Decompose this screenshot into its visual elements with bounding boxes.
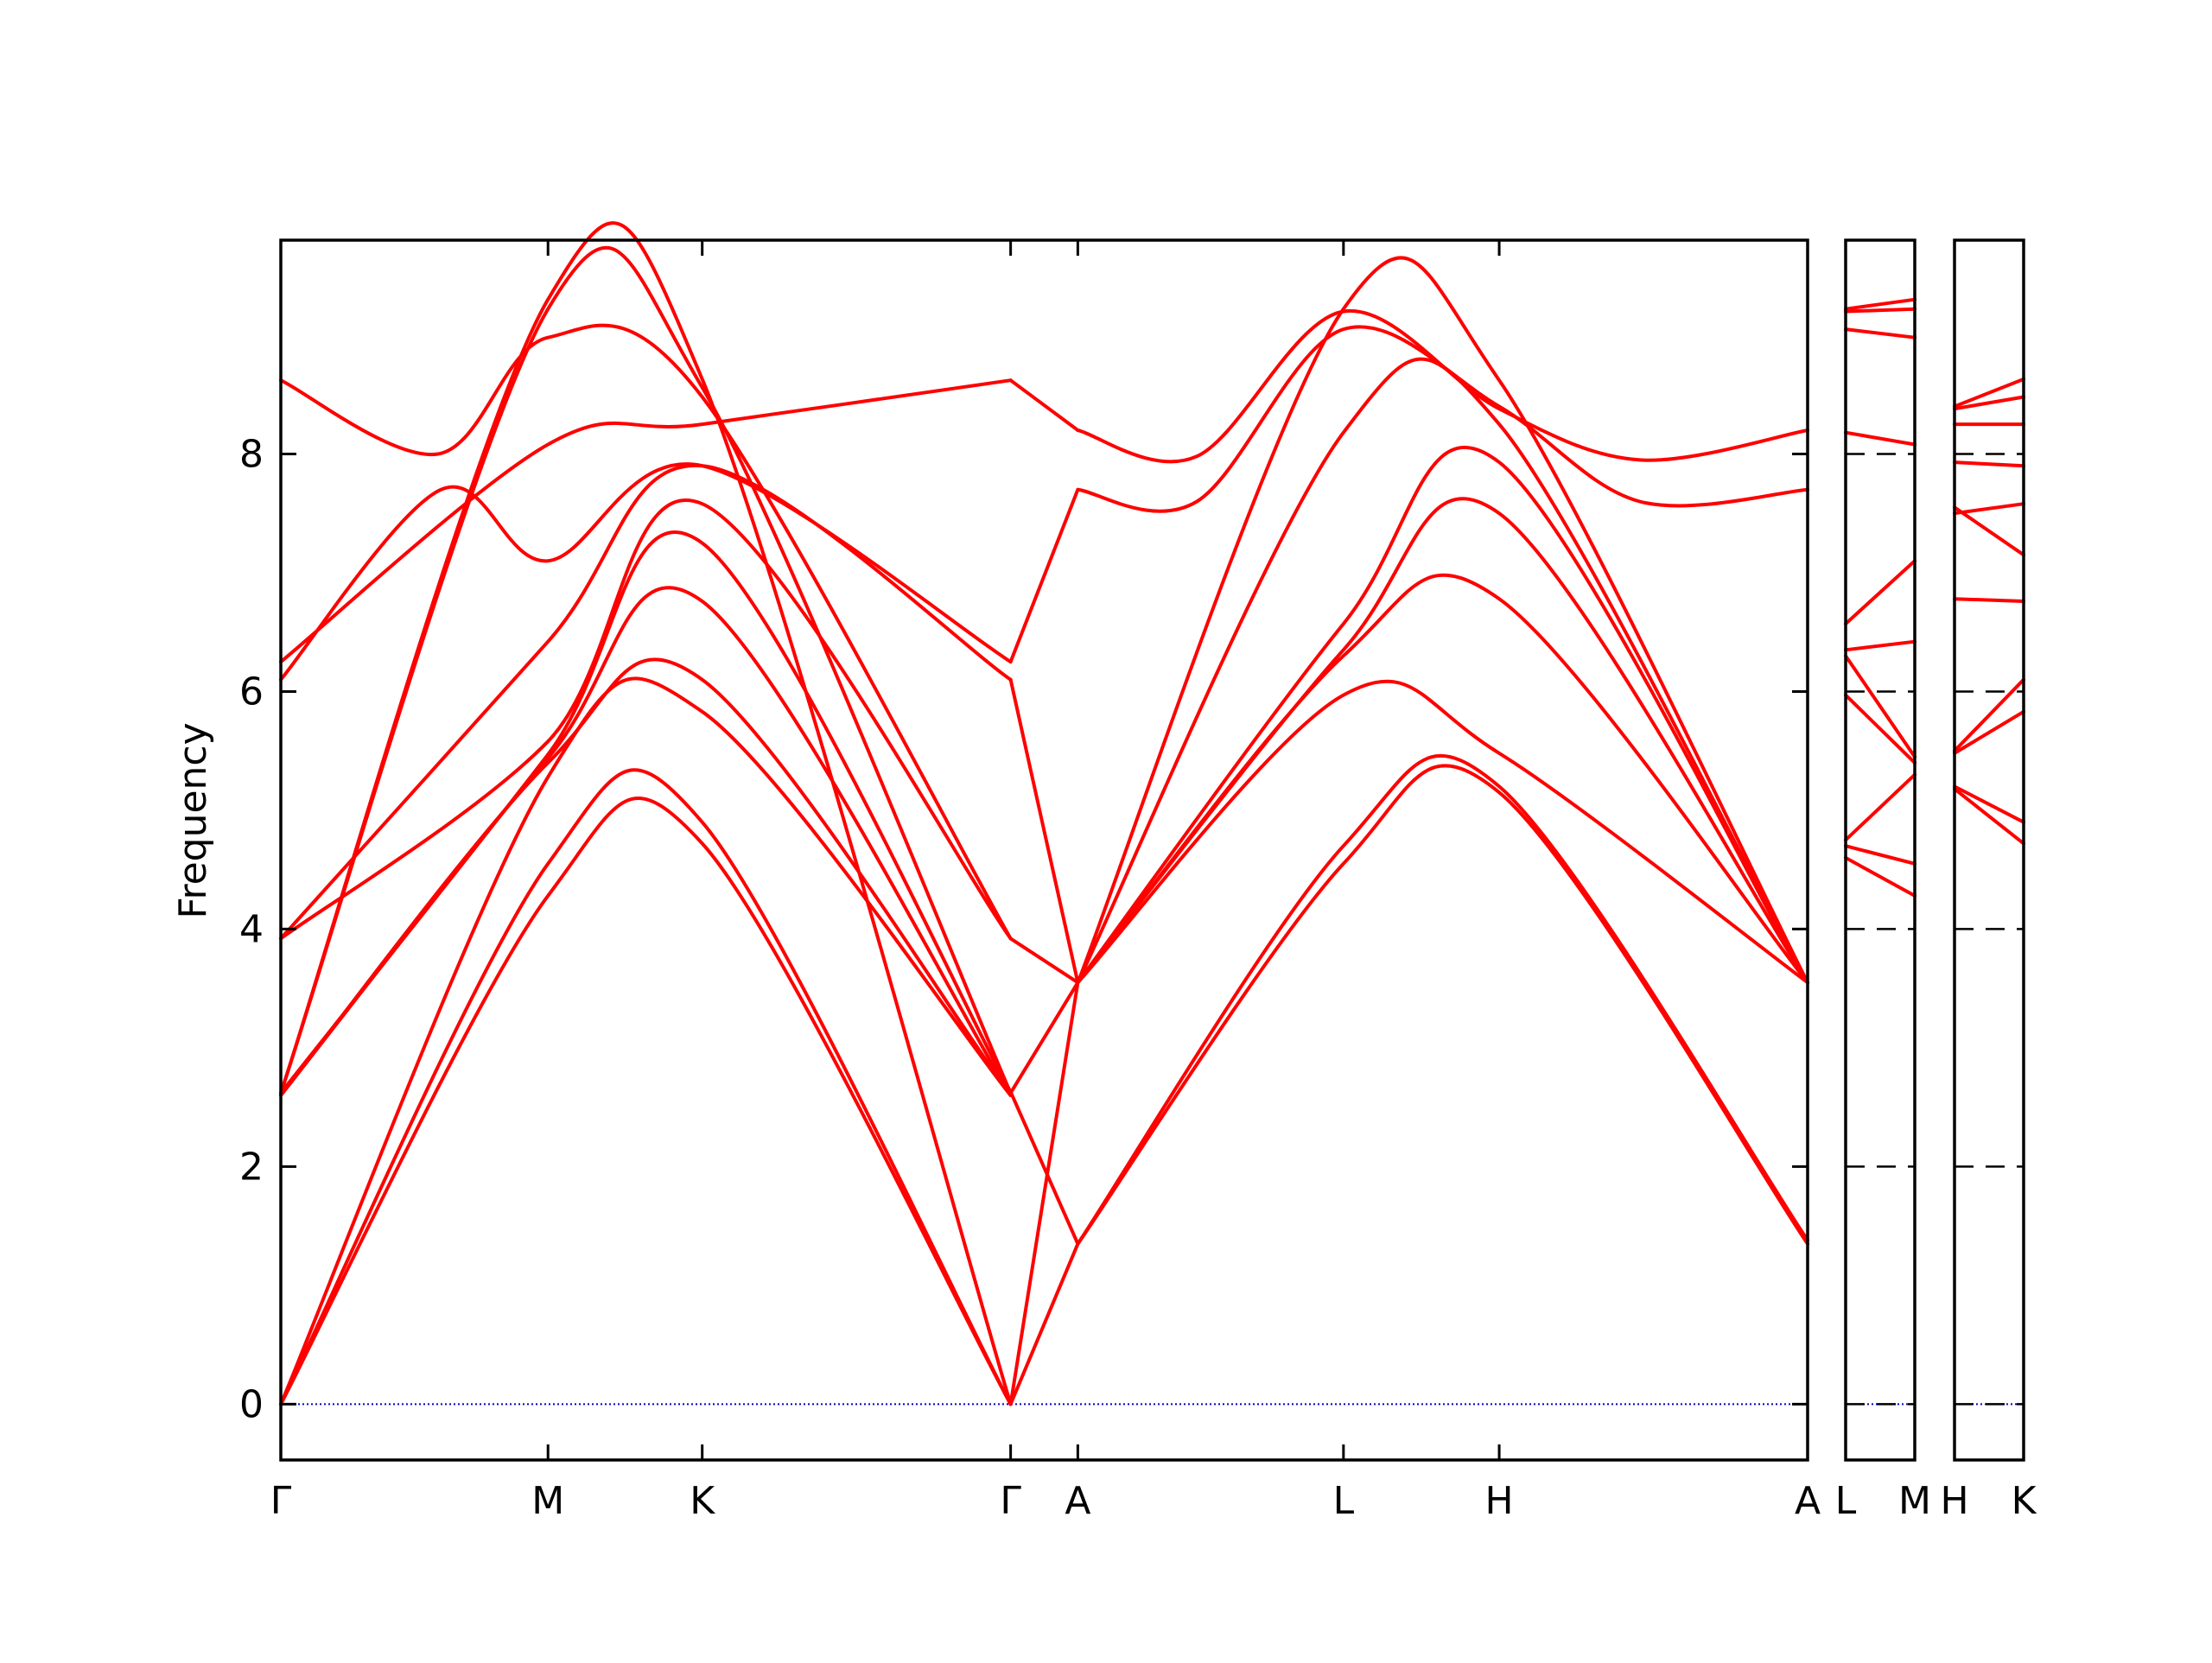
band-line-28 [1076,357,1809,985]
band-line-4 [1844,693,1916,765]
band-line-10 [1953,395,2025,411]
x-tick-label: L [1333,1479,1355,1523]
band-line-8 [279,464,1013,941]
x-tick-label: Γ [1000,1479,1021,1523]
band-line-30 [1076,308,1809,464]
band-line-7 [1844,559,1916,626]
y-tick-label: 0 [239,1382,264,1426]
band-line-10 [279,378,1013,664]
band-line-9 [1844,327,1916,340]
x-tick-label: A [1065,1479,1090,1523]
x-tick-label: H [1940,1479,1968,1523]
band-line-2 [279,768,1013,1406]
band-line-5 [1953,597,2025,603]
plot-frame [279,238,1809,1462]
band-line-1 [1844,855,1916,898]
band-line-20 [1008,981,1080,1406]
x-tick-label: M [1898,1479,1931,1523]
x-tick-label: Γ [270,1479,292,1523]
band-line-4 [1953,677,2025,753]
band-line-11 [279,323,1013,941]
band-line-21 [1008,1241,1080,1406]
band-line-8 [1844,430,1916,447]
band-line-11 [1844,297,1916,311]
band-line-19 [1008,981,1080,1095]
band-line-6 [279,530,1013,1095]
band-line-9 [279,462,1013,682]
band-line-8 [1953,460,2025,468]
x-tick-label: K [2012,1479,2037,1523]
band-line-17 [1008,936,1080,985]
band-line-27 [1076,446,1809,985]
band-line-1 [279,797,1013,1406]
x-tick-label: K [690,1479,715,1523]
x-tick-label: A [1795,1479,1821,1523]
band-line-29 [1076,325,1809,513]
y-tick-label: 6 [239,670,264,714]
plot-frame [1844,238,1916,1462]
plot-frame [1953,238,2025,1462]
band-line-18 [1008,1089,1080,1246]
band-line-13 [279,221,1013,1406]
band-line-23 [1076,753,1809,1246]
band-line-3 [1844,772,1916,842]
y-axis-label: Frequency [171,722,215,918]
band-line-6 [1953,502,2025,516]
band-line-2 [1953,784,2025,824]
y-tick-label: 8 [239,432,264,476]
x-tick-label: L [1835,1479,1857,1523]
band-line-11 [1953,377,2025,409]
band-line-16 [1008,677,1080,985]
band-line-7 [279,498,1013,941]
y-tick-label: 4 [239,907,264,951]
band-line-14 [1008,378,1080,432]
x-tick-label: H [1485,1479,1514,1523]
band-line-3 [1953,709,2025,755]
band-line-3 [279,676,1013,1406]
band-line-24 [1076,679,1809,985]
band-line-2 [1844,844,1916,866]
band-line-15 [1008,487,1080,664]
band-line-1 [1953,787,2025,846]
band-line-31 [1076,256,1809,985]
band-line-26 [1076,497,1809,985]
band-line-7 [1953,505,2025,557]
y-tick-label: 2 [239,1145,264,1189]
band-line-10 [1844,307,1916,314]
x-tick-label: M [531,1479,564,1523]
band-line-5 [1844,654,1916,759]
band-line-22 [1076,764,1809,1246]
band-line-12 [279,245,1013,1095]
band-line-6 [1844,639,1916,652]
